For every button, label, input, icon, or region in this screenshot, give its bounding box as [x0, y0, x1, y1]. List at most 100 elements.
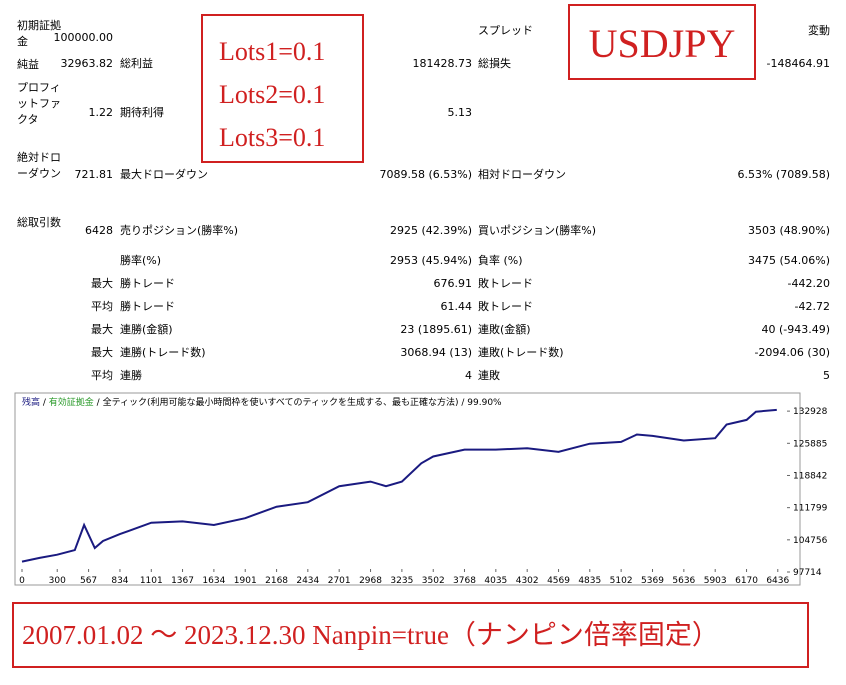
x-tick-label: 2968 — [359, 576, 382, 586]
cell-label: プロフィットファクタ — [17, 81, 61, 126]
cell-value3: -42.72 — [794, 300, 830, 313]
x-tick-label: 5636 — [672, 576, 695, 586]
cell-prefix: 平均 — [91, 300, 113, 313]
chart-legend: 残高 / 有効証拠金 / 全ティック(利用可能な最小時間枠を使いすべてのティック… — [22, 396, 502, 408]
cell-value: 6428 — [85, 224, 113, 237]
x-tick-label: 2701 — [328, 576, 351, 586]
x-tick-label: 2168 — [265, 576, 288, 586]
cell-label: 純益 — [17, 58, 39, 71]
x-tick-label: 834 — [111, 576, 128, 586]
x-tick-label: 1101 — [140, 576, 163, 586]
cell-label3: スプレッド — [478, 24, 533, 37]
x-tick-label: 5369 — [641, 576, 664, 586]
x-tick-label: 4569 — [547, 576, 570, 586]
x-tick-label: 6436 — [766, 576, 789, 586]
cell-label2: 総利益 — [120, 57, 153, 70]
cell-label3: 連敗(トレード数) — [478, 346, 564, 359]
x-tick-label: 4035 — [484, 576, 507, 586]
lots-box: Lots1=0.1 Lots2=0.1 Lots3=0.1 — [201, 14, 364, 163]
y-tick-label: 97714 — [793, 568, 822, 578]
cell-label3: 連敗 — [478, 369, 500, 382]
x-tick-label: 3502 — [422, 576, 445, 586]
cell-value: 721.81 — [74, 168, 114, 181]
chart: 残高 / 有効証拠金 / 全ティック(利用可能な最小時間枠を使いすべてのティック… — [14, 392, 828, 586]
lots: Lots1=0.1 — [219, 37, 326, 66]
x-tick-label: 4302 — [516, 576, 539, 586]
cell-label2: 連勝 — [120, 369, 142, 382]
x-tick-label: 1367 — [171, 576, 194, 586]
cell-label3: 連敗(金額) — [478, 323, 531, 336]
cell-prefix: 最大 — [91, 277, 113, 290]
cell-value3: -442.20 — [787, 277, 830, 290]
x-tick-label: 6170 — [735, 576, 758, 586]
y-tick-label: 104756 — [793, 536, 828, 546]
lots: Lots2=0.1 — [219, 80, 326, 109]
cell-label2: 連勝(金額) — [120, 323, 173, 336]
x-tick-label: 5903 — [704, 576, 727, 586]
cell-value3: -148464.91 — [766, 57, 830, 70]
x-tick-label: 2434 — [296, 576, 319, 586]
quality: 99.90% — [467, 398, 502, 408]
cell-value3: 3503 (48.90%) — [747, 224, 830, 237]
cell-label3: 総損失 — [478, 57, 511, 70]
cell-label2: 最大ドローダウン — [120, 168, 208, 181]
cell-value2: 2953 (45.94%) — [389, 254, 472, 267]
cell-label2: 期待利得 — [120, 106, 164, 119]
symbol: USDJPY — [568, 4, 756, 80]
cell-value2: 23 (1895.61) — [400, 323, 472, 336]
cell-value2: 181428.73 — [412, 57, 473, 70]
y-tick-label: 125885 — [793, 439, 827, 449]
cell-value3: 3475 (54.06%) — [747, 254, 830, 267]
x-tick-label: 3768 — [453, 576, 476, 586]
cell-value2: 4 — [465, 369, 472, 382]
cell-label: 絶対ドローダウン — [17, 151, 61, 180]
cell-label: 初期証拠金 — [17, 19, 61, 48]
cell-value2: 7089.58 (6.53%) — [379, 168, 472, 181]
cell-label3: 負率 (%) — [478, 254, 523, 267]
y-tick-label: 132928 — [793, 407, 828, 417]
lots: Lots3=0.1 — [219, 123, 326, 152]
cell-value: 100000.00 — [53, 31, 114, 44]
cell-value2: 2925 (42.39%) — [389, 224, 472, 237]
cell-prefix: 平均 — [91, 369, 113, 382]
cell-label3: 買いポジション(勝率%) — [478, 224, 597, 237]
chart-frame — [14, 392, 801, 586]
x-tick-label: 0 — [19, 576, 25, 586]
legend: 有効証拠金 — [49, 396, 94, 408]
cell-value2: 676.91 — [433, 277, 473, 290]
y-tick-label: 118842 — [793, 471, 827, 481]
x-tick-label: 300 — [49, 576, 66, 586]
cell-value: 32963.82 — [60, 57, 114, 70]
cell-label2: 連勝(トレード数) — [120, 346, 206, 359]
cell-value3: 6.53% (7089.58) — [737, 168, 830, 181]
cell-label3: 相対ドローダウン — [478, 168, 566, 181]
model: 全ティック(利用可能な最小時間枠を使いすべてのティックを生成する、最も正確な方法… — [103, 396, 459, 408]
cell-value2: 5.13 — [447, 106, 473, 119]
x-tick-label: 3235 — [390, 576, 413, 586]
cell-label2: 勝率(%) — [120, 254, 162, 267]
cell-value3: -2094.06 (30) — [754, 346, 830, 359]
cell-label3: 敗トレード — [478, 300, 533, 313]
x-tick-label: 5102 — [610, 576, 633, 586]
cell-value3: 5 — [823, 369, 830, 382]
x-tick-label: 567 — [80, 576, 97, 586]
equity-line — [21, 408, 777, 563]
cell-prefix: 最大 — [91, 323, 113, 336]
cell-value3: 変動 — [808, 24, 830, 37]
cell-label3: 敗トレード — [478, 277, 533, 290]
y-tick-label: 111799 — [793, 504, 828, 514]
cell-prefix: 最大 — [91, 346, 113, 359]
cell-value: 1.22 — [88, 106, 114, 119]
legend: 残高 — [22, 396, 40, 408]
cell-label: 総取引数 — [17, 216, 61, 229]
cell-value2: 3068.94 (13) — [400, 346, 472, 359]
cell-label2: 売りポジション(勝率%) — [120, 224, 239, 237]
cell-value2: 61.44 — [440, 300, 473, 313]
cell-label2: 勝トレード — [120, 277, 175, 290]
period: 2007.01.02 ～ 2023.12.30 Nanpin=true（ナンピン… — [12, 602, 809, 668]
x-tick-label: 4835 — [578, 576, 601, 586]
cell-label2: 勝トレード — [120, 300, 175, 313]
cell-value3: 40 (-943.49) — [761, 323, 830, 336]
x-tick-label: 1634 — [202, 576, 225, 586]
